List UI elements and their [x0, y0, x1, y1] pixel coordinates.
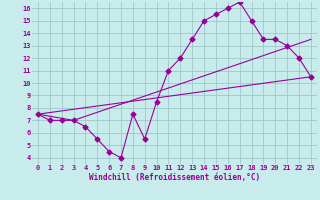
- X-axis label: Windchill (Refroidissement éolien,°C): Windchill (Refroidissement éolien,°C): [89, 173, 260, 182]
